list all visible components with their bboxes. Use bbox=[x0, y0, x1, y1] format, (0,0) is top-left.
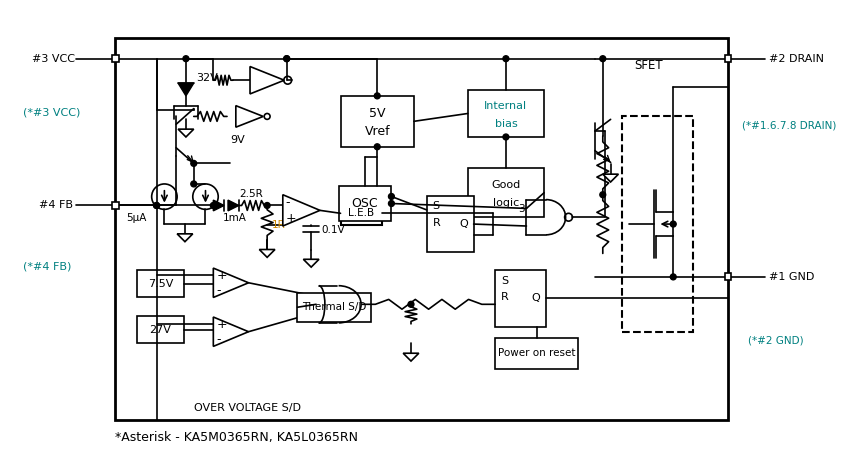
Circle shape bbox=[154, 202, 160, 208]
Circle shape bbox=[283, 56, 289, 62]
Text: #2 DRAIN: #2 DRAIN bbox=[769, 54, 823, 64]
Text: Power on reset: Power on reset bbox=[497, 348, 575, 358]
Text: 3: 3 bbox=[517, 204, 524, 214]
Circle shape bbox=[599, 56, 605, 62]
Circle shape bbox=[670, 274, 676, 280]
Circle shape bbox=[388, 201, 394, 207]
Polygon shape bbox=[282, 195, 320, 226]
Text: Q: Q bbox=[459, 219, 467, 229]
Text: +: + bbox=[216, 318, 227, 331]
Text: OVER VOLTAGE S/D: OVER VOLTAGE S/D bbox=[194, 403, 300, 413]
Text: S: S bbox=[501, 276, 508, 286]
Text: SFET: SFET bbox=[634, 59, 662, 72]
Circle shape bbox=[190, 181, 196, 187]
Polygon shape bbox=[250, 67, 284, 94]
Polygon shape bbox=[178, 83, 194, 96]
Text: #1 GND: #1 GND bbox=[769, 272, 814, 282]
Text: -: - bbox=[286, 196, 290, 209]
Text: 5V: 5V bbox=[368, 107, 385, 120]
Polygon shape bbox=[178, 129, 194, 137]
Text: -: - bbox=[216, 332, 221, 345]
Text: (*#1.6.7.8 DRAIN): (*#1.6.7.8 DRAIN) bbox=[741, 120, 835, 130]
Text: bias: bias bbox=[494, 119, 517, 129]
Bar bbox=[338, 186, 391, 221]
Text: OSC: OSC bbox=[351, 197, 378, 210]
Bar bbox=[136, 270, 183, 297]
Bar bbox=[115, 38, 728, 420]
Text: L.E.B: L.E.B bbox=[348, 208, 374, 218]
Circle shape bbox=[264, 202, 270, 208]
Text: Internal: Internal bbox=[484, 101, 527, 111]
Text: *Asterisk - KA5M0365RN, KA5L0365RN: *Asterisk - KA5M0365RN, KA5L0365RN bbox=[115, 431, 358, 444]
Polygon shape bbox=[213, 268, 248, 297]
Text: 0.1V: 0.1V bbox=[321, 225, 344, 235]
Bar bbox=[495, 338, 577, 369]
Bar bbox=[622, 116, 692, 332]
Text: (*#3 VCC): (*#3 VCC) bbox=[22, 108, 80, 118]
Bar bbox=[112, 55, 119, 62]
Bar bbox=[723, 273, 731, 280]
Text: 1mA: 1mA bbox=[223, 213, 247, 223]
Circle shape bbox=[502, 56, 508, 62]
Bar bbox=[136, 316, 183, 343]
Text: R: R bbox=[501, 292, 508, 302]
Text: -: - bbox=[216, 284, 221, 296]
Circle shape bbox=[374, 93, 380, 99]
Text: S: S bbox=[432, 202, 439, 212]
Circle shape bbox=[283, 56, 289, 62]
Text: 9V: 9V bbox=[229, 135, 245, 145]
Polygon shape bbox=[213, 317, 248, 346]
Bar bbox=[297, 292, 370, 322]
Text: Thermal S/D: Thermal S/D bbox=[302, 302, 366, 312]
Circle shape bbox=[670, 221, 676, 227]
Text: logic: logic bbox=[492, 197, 519, 207]
Circle shape bbox=[154, 202, 160, 208]
Polygon shape bbox=[235, 106, 263, 127]
Bar bbox=[112, 202, 119, 209]
Text: 27V: 27V bbox=[149, 325, 171, 335]
Bar bbox=[467, 168, 543, 217]
Text: #3 VCC: #3 VCC bbox=[32, 54, 75, 64]
Circle shape bbox=[388, 193, 394, 199]
Bar bbox=[495, 270, 545, 327]
Text: 1R: 1R bbox=[272, 220, 286, 230]
Text: 32V: 32V bbox=[195, 73, 218, 83]
Text: Vref: Vref bbox=[364, 125, 390, 138]
Text: +: + bbox=[286, 212, 296, 225]
Text: (*#4 FB): (*#4 FB) bbox=[22, 261, 71, 271]
Bar bbox=[340, 202, 381, 225]
Circle shape bbox=[408, 301, 414, 307]
Text: Q: Q bbox=[531, 293, 540, 303]
Circle shape bbox=[599, 192, 605, 197]
Text: Good: Good bbox=[490, 180, 520, 190]
Circle shape bbox=[374, 144, 380, 150]
Text: 5μA: 5μA bbox=[126, 213, 147, 223]
Bar bbox=[340, 96, 414, 147]
Polygon shape bbox=[177, 234, 193, 242]
Polygon shape bbox=[403, 353, 418, 361]
Circle shape bbox=[190, 160, 196, 166]
Bar bbox=[426, 196, 473, 252]
Circle shape bbox=[183, 56, 189, 62]
Bar bbox=[467, 90, 543, 137]
Circle shape bbox=[210, 202, 216, 208]
Text: +: + bbox=[216, 269, 227, 282]
Polygon shape bbox=[228, 200, 239, 211]
Polygon shape bbox=[259, 250, 275, 257]
Polygon shape bbox=[213, 200, 223, 211]
Polygon shape bbox=[303, 259, 319, 267]
Bar bbox=[723, 55, 731, 62]
Polygon shape bbox=[602, 174, 618, 182]
Text: #4 FB: #4 FB bbox=[39, 201, 73, 211]
Text: 2.5R: 2.5R bbox=[239, 189, 262, 199]
Circle shape bbox=[502, 134, 508, 140]
Text: (*#2 GND): (*#2 GND) bbox=[746, 336, 803, 345]
Text: R: R bbox=[432, 218, 440, 228]
Text: 7.5V: 7.5V bbox=[148, 279, 173, 289]
